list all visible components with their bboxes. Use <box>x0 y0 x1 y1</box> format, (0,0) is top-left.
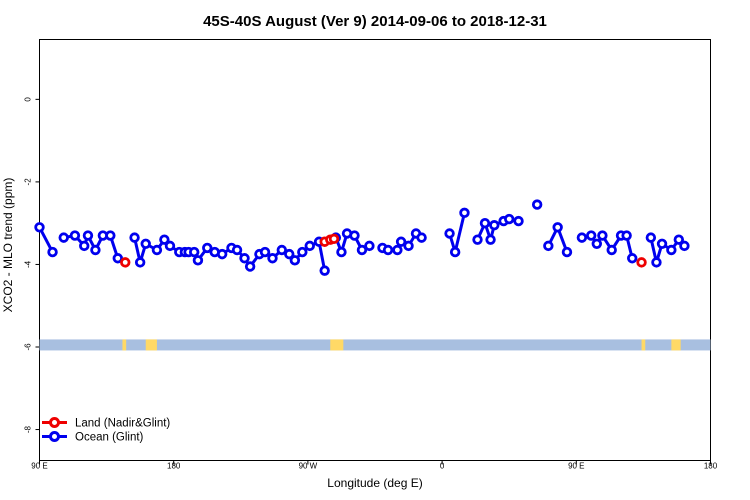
x-tick-label: 90 W <box>299 462 318 471</box>
ocean-point <box>189 246 200 258</box>
ocean-point <box>276 244 288 256</box>
land-patch <box>145 339 157 351</box>
y-tick-label: -4 <box>24 260 33 268</box>
ocean-point <box>297 246 308 258</box>
ocean-point <box>79 240 90 252</box>
ocean-point <box>444 228 455 239</box>
ocean-point <box>151 244 163 256</box>
ocean-point <box>192 255 204 266</box>
ocean-point <box>349 230 360 241</box>
legend-ocean-marker <box>49 431 60 442</box>
ocean-point <box>543 240 554 252</box>
ocean-point <box>392 244 403 256</box>
ocean-point <box>58 232 69 243</box>
ocean-point <box>105 230 116 241</box>
x-tick-label: 180 <box>704 462 718 471</box>
ocean-point <box>90 244 101 256</box>
ocean-point <box>356 244 368 256</box>
ocean-point <box>485 234 496 245</box>
y-tick-label: -2 <box>24 178 33 186</box>
ocean-point <box>489 220 500 231</box>
y-axis-label: XCO2 - MLO trend (ppm) <box>1 178 15 313</box>
x-tick-label: 90 E <box>31 462 47 471</box>
y-axis: 0 -2 -4 -6 -8 <box>24 97 40 433</box>
y-tick-label: -6 <box>24 343 33 351</box>
ocean-point <box>627 253 638 264</box>
ocean-point <box>606 244 617 256</box>
ocean-point <box>289 255 301 266</box>
y-tick-label: 0 <box>24 97 33 102</box>
ocean-point <box>69 230 81 241</box>
ocean-point <box>403 240 414 252</box>
legend-land-marker <box>49 417 60 428</box>
ocean-point <box>531 199 543 210</box>
ocean-point <box>591 238 603 250</box>
ocean-point <box>336 246 347 258</box>
land-point <box>636 257 647 268</box>
land-patch <box>122 339 127 351</box>
ocean-point <box>552 222 563 233</box>
land-patch <box>641 339 646 351</box>
legend-ocean-label: Ocean (Glint) <box>75 432 144 444</box>
chart-title: 45S-40S August (Ver 9) 2014-09-06 to 201… <box>203 13 547 30</box>
ocean-band <box>39 339 711 351</box>
y-tick-label: -8 <box>24 425 33 433</box>
ocean-point <box>259 246 271 258</box>
land-patch <box>671 339 681 351</box>
land-point <box>328 233 340 245</box>
ocean-point <box>513 215 524 227</box>
ocean-point <box>561 246 573 258</box>
ocean-point <box>666 244 677 256</box>
ocean-point <box>651 257 662 268</box>
ocean-point <box>82 230 94 241</box>
ocean-point <box>656 238 668 250</box>
ocean-point <box>459 207 470 219</box>
ocean-point <box>621 230 632 241</box>
legend: Land (Nadir&Glint) Ocean (Glint) <box>42 417 170 444</box>
ocean-point <box>449 246 461 258</box>
series-group <box>34 199 690 276</box>
ocean-point <box>159 234 170 245</box>
plot-frame <box>39 39 711 461</box>
ocean-point <box>479 217 491 229</box>
ocean-point <box>645 232 657 243</box>
ocean-point <box>47 246 58 258</box>
ocean-point <box>364 240 375 252</box>
ocean-point <box>395 236 407 247</box>
ocean-point <box>586 230 597 241</box>
ocean-point <box>134 257 146 268</box>
ocean-point <box>284 248 295 260</box>
ocean-point <box>382 244 394 256</box>
ocean-point <box>673 234 685 245</box>
x-axis: 90 E 180 90 W 0 90 E 180 <box>31 460 718 471</box>
ocean-point <box>304 240 315 252</box>
ocean-point <box>472 234 483 245</box>
ocean-point <box>504 213 515 225</box>
ocean-point <box>597 230 608 241</box>
ocean-point <box>679 240 690 252</box>
ocean-point <box>319 265 330 276</box>
ocean-point <box>202 242 213 254</box>
x-tick-label: 180 <box>167 462 181 471</box>
ocean-point <box>239 253 250 264</box>
land-patch <box>330 339 344 351</box>
ocean-point <box>267 253 278 264</box>
ocean-point <box>140 238 151 250</box>
land-point <box>120 257 131 268</box>
x-axis-label: Longitude (deg E) <box>327 476 422 490</box>
ocean-point <box>416 232 427 243</box>
x-tick-label: 90 E <box>568 462 584 471</box>
ocean-point <box>34 222 45 233</box>
ocean-point <box>112 253 123 264</box>
legend-land-label: Land (Nadir&Glint) <box>75 418 170 430</box>
surface-band <box>39 339 711 351</box>
ocean-point <box>231 244 243 256</box>
ocean-point <box>576 232 588 243</box>
ocean-point <box>129 232 140 243</box>
ocean-point <box>164 240 176 252</box>
ocean-point <box>216 248 228 260</box>
x-tick-label: 0 <box>440 462 445 471</box>
ocean-point <box>244 261 256 272</box>
